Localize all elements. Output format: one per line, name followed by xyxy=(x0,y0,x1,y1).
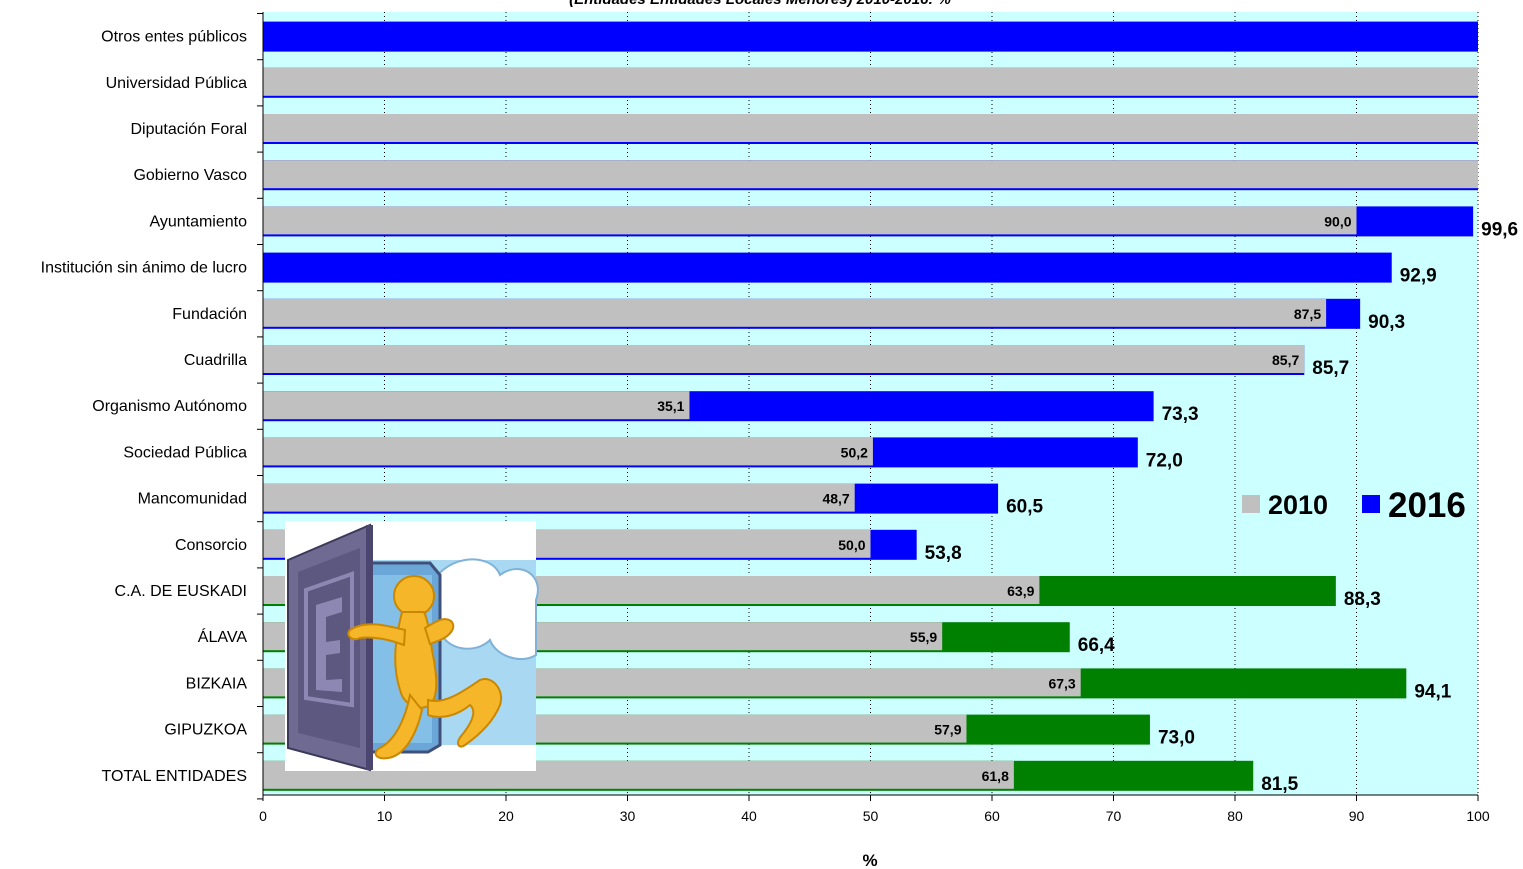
value-label-2010: 85,7 xyxy=(1272,352,1299,368)
bar-2010 xyxy=(263,437,873,466)
category-label: Institución sin ánimo de lucro xyxy=(41,260,247,277)
value-labels: 90,0 99,6 92,9 87,5 90,3 85,7 85,7 35,1 73,3 50,2… xyxy=(657,213,1518,794)
value-label-2016: 94,1 xyxy=(1414,681,1451,702)
bar-2010 xyxy=(263,67,1478,96)
bar-2010 xyxy=(263,114,1478,142)
x-axis-title: % xyxy=(862,851,877,869)
value-label-2010: 50,2 xyxy=(841,444,868,460)
x-tick-label: 60 xyxy=(984,808,1000,824)
value-label-2010: 63,9 xyxy=(1007,583,1034,599)
bar-2010 xyxy=(263,206,1357,235)
axes xyxy=(257,12,1479,801)
x-tick-label: 90 xyxy=(1349,808,1365,824)
bar-2010 xyxy=(263,483,855,512)
value-label-2010: 55,9 xyxy=(910,629,937,645)
category-label: Otros entes públicos xyxy=(101,29,247,46)
category-label: Mancomunidad xyxy=(138,491,247,508)
x-tick-label: 100 xyxy=(1466,808,1490,824)
category-label: BIZKAIA xyxy=(186,675,248,692)
value-label-2010: 57,9 xyxy=(934,722,961,738)
value-label-2016: 81,5 xyxy=(1261,774,1298,795)
category-label: Sociedad Pública xyxy=(123,444,247,461)
legend-label-2016: 2016 xyxy=(1388,486,1466,525)
x-tick-label: 30 xyxy=(620,808,636,824)
category-labels: Otros entes públicos Universidad Pública D… xyxy=(41,29,248,785)
door-figure-illustration xyxy=(285,521,539,772)
value-label-2010: 87,5 xyxy=(1294,306,1321,322)
value-label-2016: 73,0 xyxy=(1158,728,1195,749)
x-tick-label: 50 xyxy=(863,808,879,824)
x-tick-label: 0 xyxy=(259,808,267,824)
value-label-2016: 72,0 xyxy=(1146,450,1183,471)
value-label-2010: 50,0 xyxy=(838,537,865,553)
bar-2010 xyxy=(263,298,1327,327)
value-label-2010: 35,1 xyxy=(657,398,684,414)
category-label: C.A. DE EUSKADI xyxy=(115,583,247,600)
x-tick-label: 80 xyxy=(1227,808,1243,824)
category-label: Universidad Pública xyxy=(106,75,248,92)
category-label: Consorcio xyxy=(175,537,247,554)
value-label-2016: 88,3 xyxy=(1344,589,1381,610)
bar-2010 xyxy=(263,345,1305,373)
value-label-2010: 90,0 xyxy=(1324,213,1351,229)
category-label: Gobierno Vasco xyxy=(133,167,247,184)
bar-2010 xyxy=(263,391,690,420)
x-tick-label: 20 xyxy=(498,808,514,824)
bar-2016 xyxy=(263,21,1478,52)
value-label-2016: 53,8 xyxy=(925,543,962,564)
category-label: Diputación Foral xyxy=(131,121,248,138)
chart-title: (Entidades Entidades Locales Menores) 20… xyxy=(569,0,951,8)
category-label: ÁLAVA xyxy=(198,627,248,646)
bar-2010 xyxy=(263,160,1478,189)
x-tick-label: 10 xyxy=(377,808,393,824)
value-label-2010: 48,7 xyxy=(822,491,849,507)
category-label: GIPUZKOA xyxy=(164,722,247,739)
value-label-2016: 60,5 xyxy=(1006,497,1043,518)
x-tick-labels: 0 10 20 30 40 50 60 70 80 90 100 xyxy=(259,808,1490,824)
value-label-2010: 61,8 xyxy=(982,768,1009,784)
category-label: Cuadrilla xyxy=(184,352,247,369)
category-label: Organismo Autónomo xyxy=(92,398,247,415)
value-label-2016: 66,4 xyxy=(1078,635,1115,656)
legend: 2010 2016 xyxy=(1242,486,1466,525)
category-label: TOTAL ENTIDADES xyxy=(101,768,247,785)
legend-label-2010: 2010 xyxy=(1268,490,1328,520)
value-label-2010: 67,3 xyxy=(1048,675,1075,691)
bars xyxy=(263,21,1478,791)
value-label-2016: 85,7 xyxy=(1312,358,1349,379)
x-tick-label: 40 xyxy=(741,808,757,824)
value-label-2016: 90,3 xyxy=(1368,312,1405,333)
bar-2016 xyxy=(263,252,1392,283)
legend-swatch-2016 xyxy=(1362,495,1380,513)
x-tick-label: 70 xyxy=(1106,808,1122,824)
category-label: Fundación xyxy=(172,306,247,323)
value-label-2016: 92,9 xyxy=(1400,266,1437,287)
category-label: Ayuntamiento xyxy=(149,213,247,230)
legend-swatch-2010 xyxy=(1242,495,1260,513)
value-label-2016: 73,3 xyxy=(1162,404,1199,425)
value-label-2016: 99,6 xyxy=(1481,219,1518,240)
